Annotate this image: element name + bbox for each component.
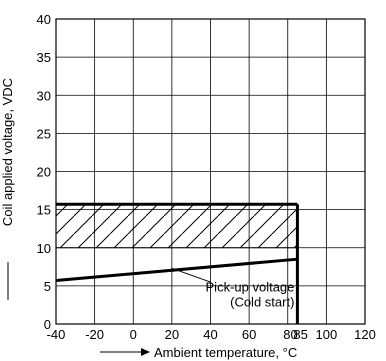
annotation-label: Pick-up voltage <box>206 279 295 294</box>
annotation-label: (Cold start) <box>230 295 294 310</box>
annotations: Pick-up voltage(Cold start) <box>206 279 295 309</box>
y-axis-label-group: Coil applied voltage, VDC <box>0 78 15 226</box>
y-tick-label: 35 <box>37 50 51 65</box>
x-tick-label: 100 <box>316 327 338 342</box>
x-tick-label: 40 <box>203 327 217 342</box>
x-tick-label: 80 <box>283 327 297 342</box>
x-tick-label: 85 <box>293 327 307 342</box>
y-tick-label: 20 <box>37 165 51 180</box>
y-tick-label: 40 <box>37 12 51 27</box>
pickup-leader-line <box>171 267 211 283</box>
y-tick-label: 5 <box>44 279 51 294</box>
x-tick-label: 60 <box>242 327 256 342</box>
grid-lines <box>56 19 365 324</box>
operating-region <box>56 202 299 324</box>
x-tick-label: 120 <box>354 327 376 342</box>
hatched-region <box>56 204 298 248</box>
series-lines <box>55 257 298 283</box>
y-tick-label: 25 <box>37 126 51 141</box>
y-axis-label: Coil applied voltage, VDC <box>0 78 15 226</box>
y-tick-label: 10 <box>37 241 51 256</box>
x-tick-label: 0 <box>130 327 137 342</box>
x-tick-label: -40 <box>47 327 66 342</box>
y-tick-label: 30 <box>37 88 51 103</box>
x-tick-label: 20 <box>165 327 179 342</box>
y-tick-labels: 0 5 10 15 20 25 30 35 40 <box>37 12 51 332</box>
x-axis-label-arrowhead <box>141 348 150 356</box>
x-tick-label: -20 <box>85 327 104 342</box>
x-axis-label: Ambient temperature, °C <box>154 345 297 360</box>
y-tick-label: 15 <box>37 203 51 218</box>
y-tick-label: 0 <box>44 317 51 332</box>
plot-frame <box>55 18 366 325</box>
